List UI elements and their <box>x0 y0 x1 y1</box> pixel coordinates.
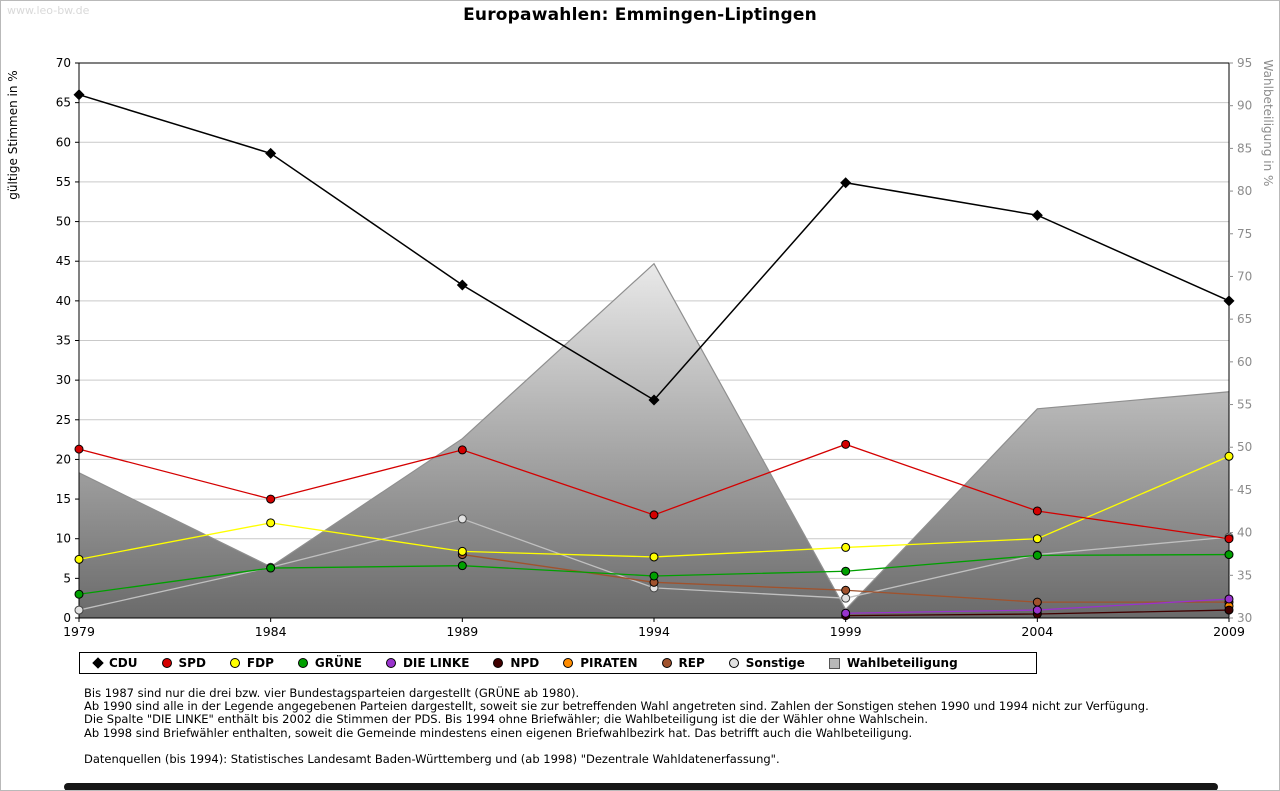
svg-text:95: 95 <box>1237 56 1252 70</box>
legend-item-die-linke: DIE LINKE <box>385 656 470 670</box>
legend-label-spd: SPD <box>178 656 206 670</box>
footnote-line-4: Ab 1998 sind Briefwähler enthalten, sowe… <box>84 725 913 740</box>
svg-text:25: 25 <box>56 413 71 427</box>
svg-text:70: 70 <box>1237 269 1252 283</box>
svg-text:30: 30 <box>56 373 71 387</box>
legend-marker-rep <box>661 658 672 668</box>
svg-text:1989: 1989 <box>446 624 478 639</box>
footnote-line-3: Die Spalte "DIE LINKE" enthält bis 2002 … <box>84 712 928 727</box>
legend-marker-spd <box>161 658 172 668</box>
svg-text:40: 40 <box>56 294 71 308</box>
legend-label-npd: NPD <box>510 656 540 670</box>
legend-label-rep: REP <box>678 656 705 670</box>
legend-marker-cdu <box>92 657 104 669</box>
footnotes: Bis 1987 sind nur die drei bzw. vier Bun… <box>84 686 1149 766</box>
svg-text:65: 65 <box>56 96 71 110</box>
chart-canvas: 0 5 10 15 20 25 30 35 40 45 50 55 60 65 70 30 35 40 45 50 55… <box>6 56 1275 639</box>
legend-marker-sonstige <box>728 658 739 668</box>
svg-text:90: 90 <box>1237 99 1252 113</box>
svg-text:1984: 1984 <box>255 624 287 639</box>
legend-item-piraten: PIRATEN <box>563 656 638 670</box>
svg-text:55: 55 <box>56 175 71 189</box>
footnote-line-1: Bis 1987 sind nur die drei bzw. vier Bun… <box>84 686 580 700</box>
svg-text:2009: 2009 <box>1213 624 1245 639</box>
svg-text:85: 85 <box>1237 141 1252 155</box>
legend-marker-gruene <box>297 658 308 668</box>
svg-text:50: 50 <box>1237 440 1252 454</box>
legend-marker-fdp <box>229 658 240 668</box>
footnote-gap <box>84 740 1149 753</box>
svg-text:20: 20 <box>56 452 71 466</box>
svg-text:15: 15 <box>56 492 71 506</box>
legend-item-gruene: GRÜNE <box>297 656 362 670</box>
svg-text:35: 35 <box>1237 568 1252 582</box>
datasource-note: Datenquellen (bis 1994): Statistisches L… <box>84 751 780 766</box>
svg-text:1994: 1994 <box>638 624 670 639</box>
svg-text:45: 45 <box>1237 483 1252 497</box>
legend-label-piraten: PIRATEN <box>580 656 638 670</box>
legend-label-wahlbeteiligung: Wahlbeteiligung <box>846 656 958 670</box>
legend-label-gruene: GRÜNE <box>314 656 362 670</box>
legend-label-die-linke: DIE LINKE <box>402 656 470 670</box>
legend-item-spd: SPD <box>161 656 206 670</box>
legend-item-sonstige: Sonstige <box>728 656 805 670</box>
svg-text:1999: 1999 <box>830 624 862 639</box>
svg-text:50: 50 <box>56 215 71 229</box>
series-die-linke <box>841 594 1234 618</box>
svg-text:80: 80 <box>1237 184 1252 198</box>
y-axis-left-title: gültige Stimmen in % <box>6 70 20 199</box>
y-axis-right: 30 35 40 45 50 55 60 65 70 75 80 85 90 95 <box>1229 56 1252 625</box>
svg-text:30: 30 <box>1237 611 1252 625</box>
series-cdu <box>73 89 1235 406</box>
svg-text:55: 55 <box>1237 398 1252 412</box>
svg-text:1979: 1979 <box>63 624 95 639</box>
svg-text:Wahlbeteiligung in %: Wahlbeteiligung in % <box>1261 60 1275 187</box>
svg-text:0: 0 <box>63 611 71 625</box>
legend-item-rep: REP <box>661 656 705 670</box>
svg-text:40: 40 <box>1237 526 1252 540</box>
svg-text:45: 45 <box>56 254 71 268</box>
svg-text:5: 5 <box>63 571 71 585</box>
svg-text:60: 60 <box>1237 355 1252 369</box>
legend-label-cdu: CDU <box>109 656 138 670</box>
legend-item-wahlbeteiligung: Wahlbeteiligung <box>828 656 958 670</box>
legend-label-sonstige: Sonstige <box>745 656 805 670</box>
legend-item-cdu: CDU <box>92 656 138 670</box>
chart-legend: CDU SPD FDP GRÜNE DIE LINKE NPD PIRATEN REP Sons… <box>79 652 1037 674</box>
legend-marker-npd <box>493 658 504 668</box>
svg-text:10: 10 <box>56 532 71 546</box>
y-axis-left: 0 5 10 15 20 25 30 35 40 45 50 55 60 65 70 <box>56 56 79 625</box>
svg-text:60: 60 <box>56 135 71 149</box>
series-spd <box>74 439 1234 544</box>
svg-text:gültige Stimmen in %: gültige Stimmen in % <box>6 70 20 199</box>
legend-marker-piraten <box>563 658 574 668</box>
y-axis-right-title: Wahlbeteiligung in % <box>1261 60 1275 187</box>
svg-text:65: 65 <box>1237 312 1252 326</box>
x-axis: 1979 1984 1989 1994 1999 2004 2009 <box>63 618 1245 639</box>
legend-item-fdp: FDP <box>229 656 274 670</box>
svg-text:2004: 2004 <box>1021 624 1053 639</box>
watermark-text: www.leo-bw.de <box>7 4 90 17</box>
series-fdp <box>74 451 1234 564</box>
svg-text:70: 70 <box>56 56 71 70</box>
legend-marker-wahlbeteiligung <box>828 657 840 669</box>
series-gruene <box>74 550 1234 599</box>
svg-text:35: 35 <box>56 334 71 348</box>
legend-marker-die-linke <box>385 658 396 668</box>
legend-item-npd: NPD <box>493 656 539 670</box>
svg-text:75: 75 <box>1237 227 1252 241</box>
footnote-line-2: Ab 1990 sind alle in der Legende angegeb… <box>84 699 1149 714</box>
bottom-bar <box>64 783 1218 790</box>
page-title: Europawahlen: Emmingen-Liptingen <box>463 5 817 25</box>
legend-label-fdp: FDP <box>246 656 274 670</box>
